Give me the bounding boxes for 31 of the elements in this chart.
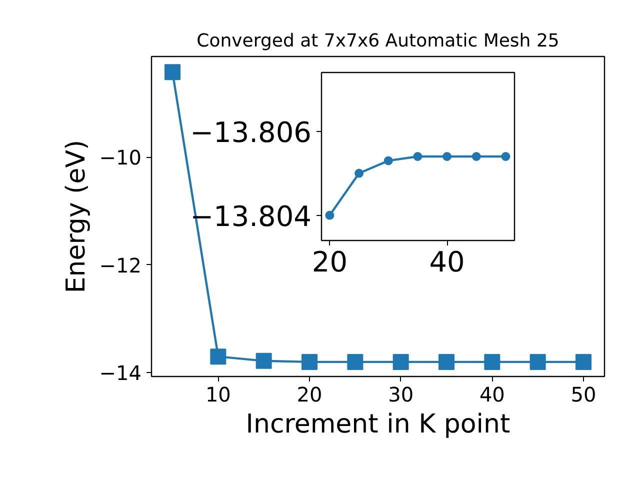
point (501, 152, 510, 161)
point (530, 354, 546, 370)
y-tick-label: −14 (99, 361, 142, 386)
point (484, 354, 500, 370)
x-tick-label: 20 (296, 382, 322, 406)
point (442, 152, 452, 161)
point (354, 168, 364, 178)
x-axis-title: Increment in K point (246, 410, 510, 440)
point (575, 354, 592, 370)
x-tick-label: 40 (479, 382, 505, 406)
x-tick-label: 20 (312, 246, 348, 278)
point (210, 348, 226, 365)
y-tick-label: −10 (99, 146, 142, 170)
point (384, 156, 393, 166)
point (392, 354, 409, 370)
y-axis-title: Energy (eV) (61, 140, 92, 294)
chart-title: Converged at 7x7x6 Automatic Mesh 25 (196, 30, 560, 52)
point (347, 354, 364, 370)
point (413, 152, 422, 161)
point (438, 354, 454, 370)
y-tick-label: −12 (99, 253, 142, 278)
point (256, 352, 272, 369)
y-tick-label: −13.806 (190, 116, 312, 149)
x-tick-label: 40 (429, 246, 465, 278)
point (472, 152, 481, 161)
x-tick-label: 50 (570, 382, 596, 406)
point (164, 64, 181, 80)
point (302, 354, 318, 370)
point (325, 210, 334, 220)
x-tick-label: 30 (388, 382, 414, 406)
x-tick-label: 10 (205, 382, 231, 406)
